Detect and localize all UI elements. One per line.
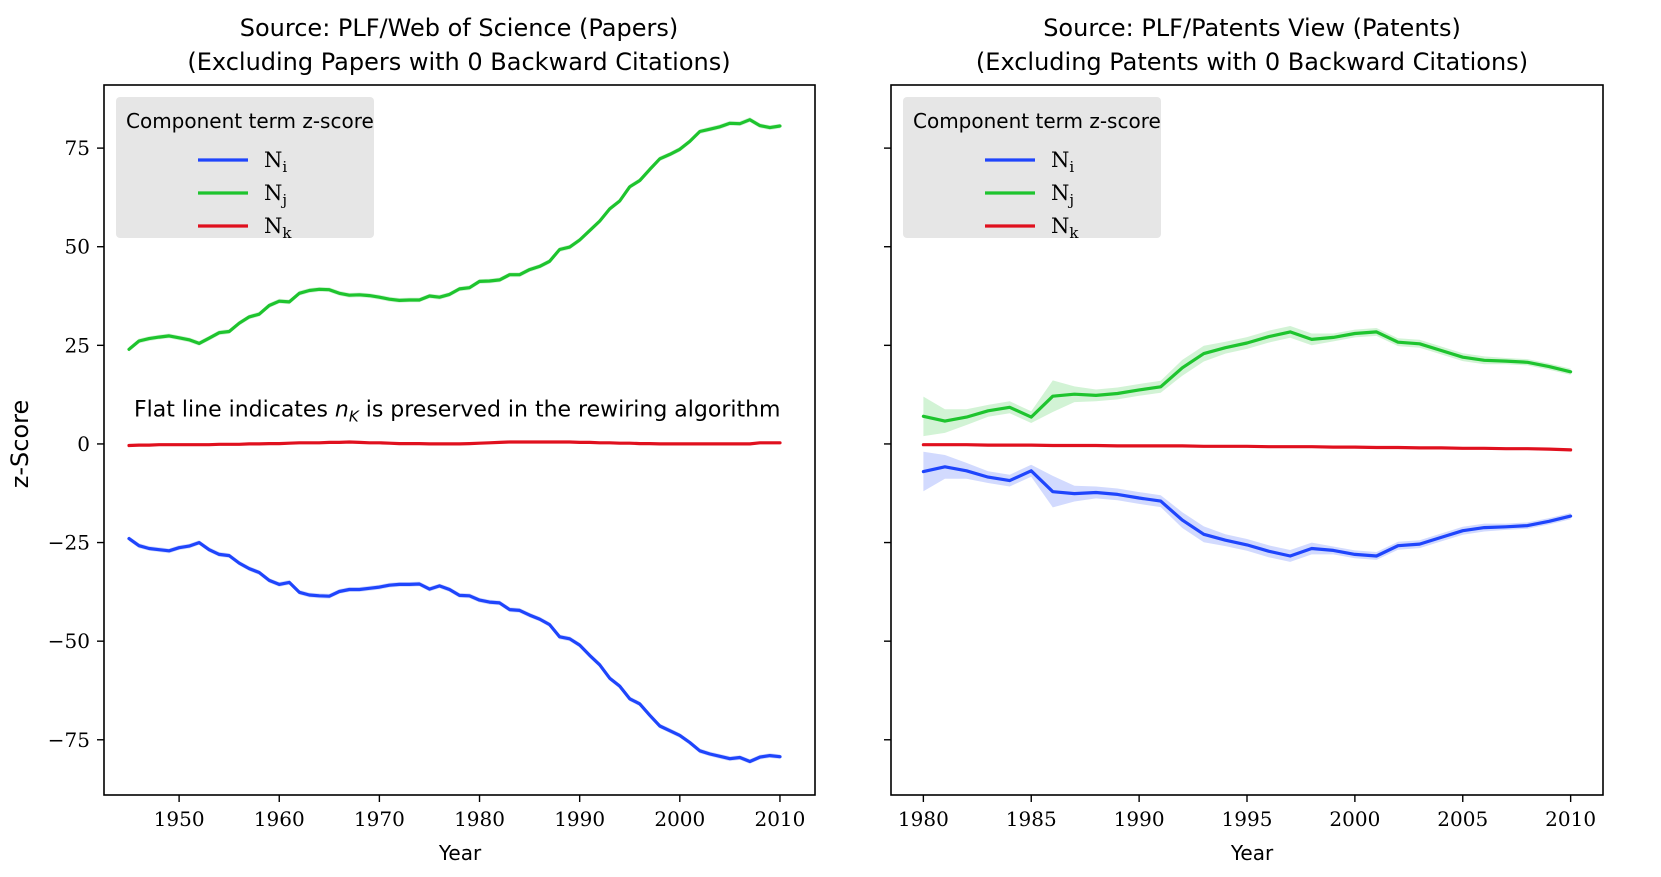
x-tick-label: 1990	[554, 807, 605, 831]
confidence-band-N_j	[923, 326, 1571, 437]
x-tick-label: 1980	[898, 807, 949, 831]
chart-title-line1: Source: PLF/Web of Science (Papers)	[240, 14, 678, 42]
y-axis-label: z-Score	[6, 400, 34, 488]
series-line-N_j	[921, 330, 1573, 423]
y-tick-label: −75	[48, 728, 90, 752]
legend-box	[903, 97, 1161, 238]
x-tick-label: 2000	[654, 807, 705, 831]
series-line-N_i	[127, 536, 782, 764]
legend-label-Nj: Nj	[1051, 181, 1074, 209]
chart-panel-patents: Source: PLF/Patents View (Patents) (Excl…	[884, 14, 1604, 865]
series-line-N_k	[127, 440, 782, 448]
x-tick-label: 1985	[1006, 807, 1057, 831]
y-tick-label: 25	[65, 333, 90, 357]
x-tick-label: 1960	[254, 807, 305, 831]
annotation-text: Flat line indicates nK is preserved in t…	[134, 397, 780, 425]
x-tick-label: 1950	[154, 807, 205, 831]
series-line-N_j	[127, 118, 782, 351]
y-tick-label: 75	[65, 136, 90, 160]
chart-title-line1: Source: PLF/Patents View (Patents)	[1043, 14, 1461, 42]
legend-label-Nj: Nj	[264, 181, 287, 209]
y-tick-label: 0	[77, 432, 90, 456]
legend-label-Ni: Ni	[1051, 148, 1074, 176]
x-axis-label: Year	[1230, 841, 1274, 865]
series-line-N_i	[921, 465, 1573, 558]
legend-title: Component term z-score	[913, 109, 1161, 133]
x-tick-label: 1980	[454, 807, 505, 831]
x-tick-label: 2000	[1329, 807, 1380, 831]
y-tick-label: −50	[48, 629, 90, 653]
x-tick-label: 1995	[1222, 807, 1273, 831]
chart-title-line2: (Excluding Patents with 0 Backward Citat…	[976, 48, 1528, 76]
legend-box	[116, 97, 374, 238]
legend-label-Ni: Ni	[264, 148, 287, 176]
chart-title-line2: (Excluding Papers with 0 Backward Citati…	[187, 48, 730, 76]
x-tick-label: 2010	[1545, 807, 1596, 831]
legend-title: Component term z-score	[126, 109, 374, 133]
series-line-N_k	[921, 443, 1573, 452]
y-tick-label: 50	[65, 235, 90, 259]
x-tick-label: 2010	[754, 807, 805, 831]
x-tick-label: 1990	[1114, 807, 1165, 831]
x-axis-label: Year	[438, 841, 482, 865]
y-tick-label: −25	[48, 531, 90, 555]
plot-frame	[103, 84, 816, 796]
x-tick-label: 1970	[354, 807, 405, 831]
confidence-band-N_i	[923, 451, 1571, 562]
chart-panel-papers: Source: PLF/Web of Science (Papers) (Exc…	[48, 14, 816, 865]
x-tick-label: 2005	[1437, 807, 1488, 831]
